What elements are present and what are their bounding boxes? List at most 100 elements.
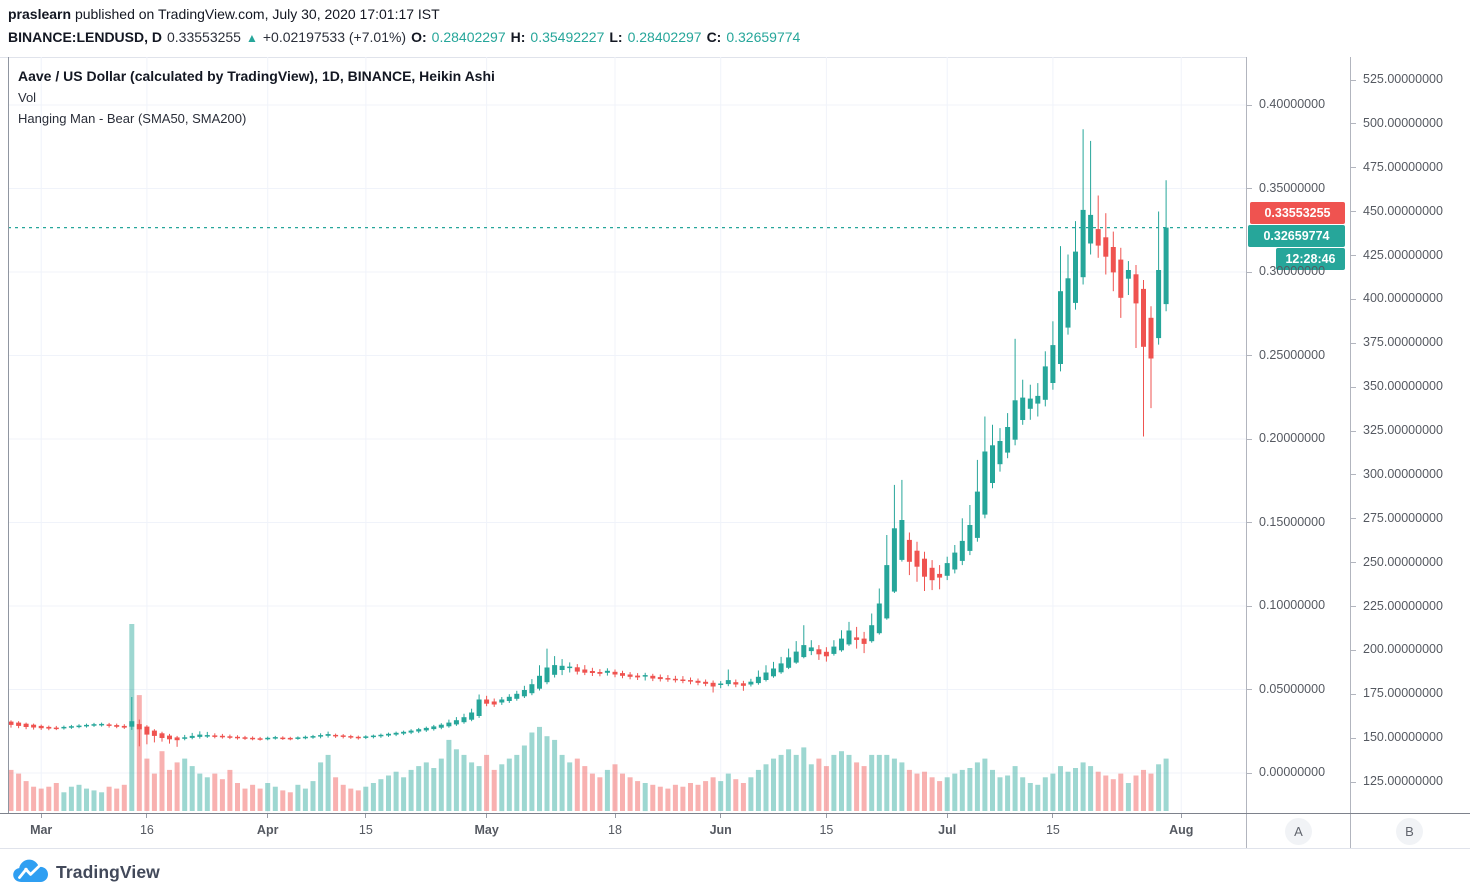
- volume-bar: [265, 783, 271, 812]
- price-tick-mark: [1351, 255, 1356, 256]
- volume-bar: [370, 783, 376, 812]
- price-tick-label: 525.00000000: [1363, 72, 1443, 86]
- candle: [1156, 270, 1162, 339]
- volume-bar: [16, 773, 22, 811]
- tradingview-logo[interactable]: TradingView: [12, 858, 160, 887]
- price-tick-label: 0.20000000: [1259, 431, 1326, 445]
- scale-a-button[interactable]: A: [1285, 818, 1312, 845]
- candle: [771, 668, 776, 677]
- legend-volume-row[interactable]: Vol: [18, 90, 37, 105]
- time-axis[interactable]: A B Mar 16 Apr 15 May 18 Jun 15 Jul 15 Aug: [0, 813, 1470, 849]
- candle: [937, 573, 943, 578]
- candle: [250, 737, 256, 740]
- price-tick-label: 125.00000000: [1363, 774, 1443, 788]
- candle: [808, 647, 814, 652]
- candle: [53, 727, 59, 730]
- volume-bar: [854, 762, 860, 811]
- candle: [982, 451, 988, 515]
- candle: [38, 725, 44, 729]
- candle: [212, 735, 218, 737]
- volume-bar: [189, 766, 195, 811]
- price-change: +0.02197533 (+7.01%): [262, 29, 407, 45]
- candle: [227, 736, 233, 738]
- price-tick-label: 0.40000000: [1259, 97, 1326, 111]
- price-tick-label: 375.00000000: [1363, 335, 1443, 350]
- candle: [740, 683, 746, 686]
- volume-bar: [8, 769, 14, 811]
- candle: [914, 550, 920, 567]
- candle: [627, 674, 633, 677]
- candle: [567, 666, 573, 669]
- candle: [340, 735, 346, 737]
- volume-bar: [710, 777, 716, 811]
- candle: [544, 667, 550, 683]
- candle: [1012, 400, 1018, 440]
- volume-bar: [1073, 768, 1078, 811]
- candle: [884, 565, 890, 619]
- volume-bar: [446, 739, 452, 811]
- price-tick-label: 400.00000000: [1363, 291, 1443, 306]
- volume-bar: [997, 777, 1003, 811]
- time-tick-mark: [1052, 814, 1054, 818]
- candle: [318, 735, 324, 737]
- volume-bar: [1005, 775, 1011, 811]
- candle: [1080, 209, 1086, 278]
- volume-bar: [159, 751, 165, 811]
- volume-bar: [1103, 775, 1109, 811]
- volume-bar: [967, 768, 973, 811]
- price-tick-mark: [1351, 79, 1356, 81]
- volume-bar: [937, 781, 943, 811]
- volume-bar: [582, 766, 588, 811]
- time-tick-label: Mar: [30, 823, 53, 837]
- time-tick-label: 18: [608, 823, 622, 837]
- candle: [922, 558, 927, 577]
- candle: [876, 603, 882, 634]
- volume-bar: [438, 758, 444, 811]
- open-value: 0.28402297: [431, 29, 506, 45]
- volume-bar: [1095, 771, 1101, 811]
- candle: [506, 696, 512, 701]
- volume-bar: [816, 758, 822, 811]
- time-tick-mark: [267, 814, 269, 818]
- price-scale-b[interactable]: 525.00000000 500.00000000 475.00000000 450.…: [1350, 57, 1470, 848]
- volume-bar: [302, 788, 308, 811]
- volume-bar: [544, 736, 550, 811]
- candle: [469, 712, 475, 720]
- last-price: 0.33553255: [167, 29, 241, 45]
- time-tick-label: 15: [819, 823, 834, 837]
- candle: [514, 693, 520, 699]
- volume-bar: [250, 784, 256, 811]
- time-tick-label: Jul: [938, 823, 957, 837]
- candle: [159, 733, 165, 738]
- time-tick-mark: [720, 814, 722, 818]
- price-tick-mark: [1351, 693, 1356, 695]
- volume-bar: [31, 786, 37, 811]
- time-tick-mark: [1180, 814, 1182, 818]
- candle: [182, 737, 188, 739]
- volume-bar: [990, 769, 995, 811]
- candle: [1125, 270, 1131, 279]
- volume-bar: [76, 784, 82, 811]
- volume-bar: [476, 766, 482, 811]
- time-tick-mark: [40, 814, 42, 818]
- price-scale-a[interactable]: 0.33553255 0.32659774 12:28:46 0.4000000…: [1246, 57, 1350, 848]
- candle: [1058, 291, 1063, 364]
- price-tick-label: 225.00000000: [1363, 598, 1443, 613]
- volume-bar: [1012, 766, 1018, 811]
- legend-series-title[interactable]: Aave / US Dollar (calculated by TradingV…: [18, 68, 495, 84]
- candle: [944, 563, 950, 576]
- candle: [461, 717, 467, 723]
- scale-b-button[interactable]: B: [1396, 818, 1423, 845]
- time-tick-label: Jun: [709, 823, 732, 837]
- candle: [559, 665, 565, 670]
- candle: [823, 651, 829, 657]
- price-tick-mark: [1351, 562, 1356, 564]
- candle: [680, 679, 686, 681]
- volume-bar: [318, 762, 324, 811]
- volume-bar: [740, 783, 746, 812]
- legend-indicator-row[interactable]: Hanging Man - Bear (SMA50, SMA200): [18, 111, 247, 126]
- candle: [537, 675, 542, 689]
- price-chart-canvas[interactable]: [0, 57, 1246, 848]
- volume-bar: [755, 769, 761, 811]
